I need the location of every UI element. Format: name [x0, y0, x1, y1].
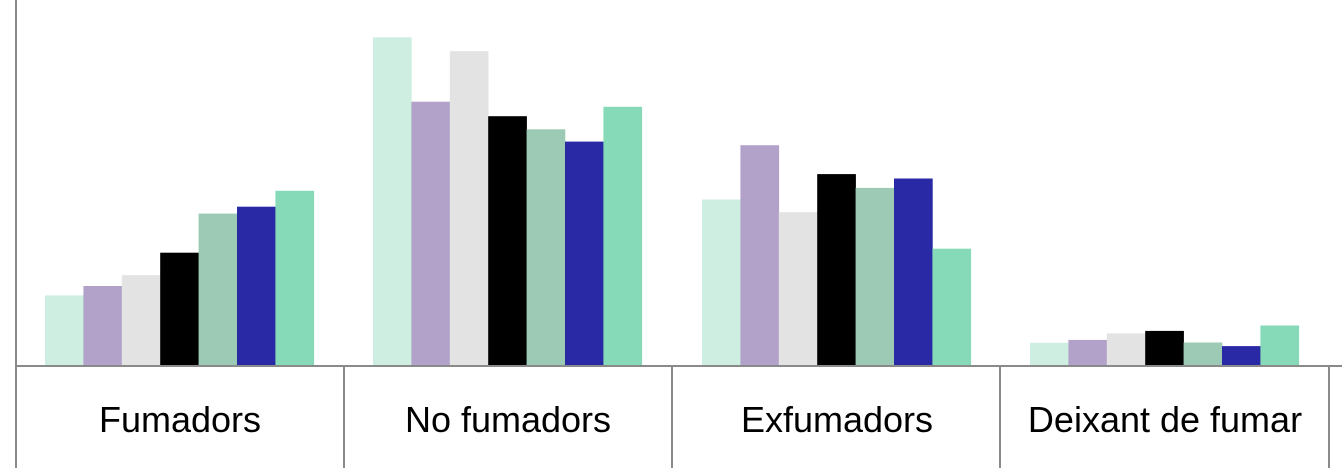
- bar-no-fumadors-series-5: [526, 129, 566, 366]
- axes-group: [15, 0, 1342, 468]
- bar-exfumadors-series-6: [894, 178, 933, 366]
- bar-exfumadors-series-1: [702, 199, 741, 366]
- bar-deixant-de-fumar-series-4: [1145, 330, 1184, 366]
- bar-exfumadors-series-3: [778, 212, 818, 366]
- bar-fumadors-series-3: [121, 275, 161, 366]
- category-label-no-fumadors: No fumadors: [405, 399, 611, 440]
- bar-deixant-de-fumar-series-1: [1030, 342, 1069, 366]
- bar-fumadors-series-6: [237, 206, 276, 366]
- bar-deixant-de-fumar-series-7: [1260, 325, 1300, 366]
- bar-deixant-de-fumar-series-2: [1068, 339, 1108, 366]
- bar-no-fumadors-series-3: [449, 51, 489, 366]
- bar-deixant-de-fumar-series-3: [1106, 333, 1146, 366]
- category-label-fumadors: Fumadors: [99, 399, 261, 440]
- bar-deixant-de-fumar-series-6: [1222, 346, 1261, 366]
- bar-deixant-de-fumar-series-5: [1183, 342, 1223, 366]
- bars-group: [45, 37, 1300, 367]
- bar-exfumadors-series-7: [932, 248, 972, 366]
- category-labels: Fumadors No fumadors Exfumadors Deixant …: [99, 399, 1302, 440]
- bar-no-fumadors-series-4: [488, 116, 527, 366]
- bar-no-fumadors-series-7: [603, 106, 643, 367]
- bar-no-fumadors-series-6: [565, 141, 604, 366]
- category-label-deixant-de-fumar: Deixant de fumar: [1028, 399, 1302, 440]
- bar-exfumadors-series-2: [740, 145, 780, 366]
- bar-fumadors-series-1: [45, 295, 84, 366]
- bar-fumadors-series-7: [275, 190, 315, 366]
- bar-fumadors-series-5: [198, 213, 238, 366]
- bar-fumadors-series-4: [160, 252, 199, 366]
- bar-no-fumadors-series-1: [373, 37, 412, 367]
- bar-fumadors-series-2: [83, 286, 123, 366]
- bar-no-fumadors-series-2: [411, 101, 451, 366]
- bar-exfumadors-series-4: [817, 174, 856, 366]
- category-label-exfumadors: Exfumadors: [741, 399, 933, 440]
- bar-exfumadors-series-5: [855, 187, 895, 366]
